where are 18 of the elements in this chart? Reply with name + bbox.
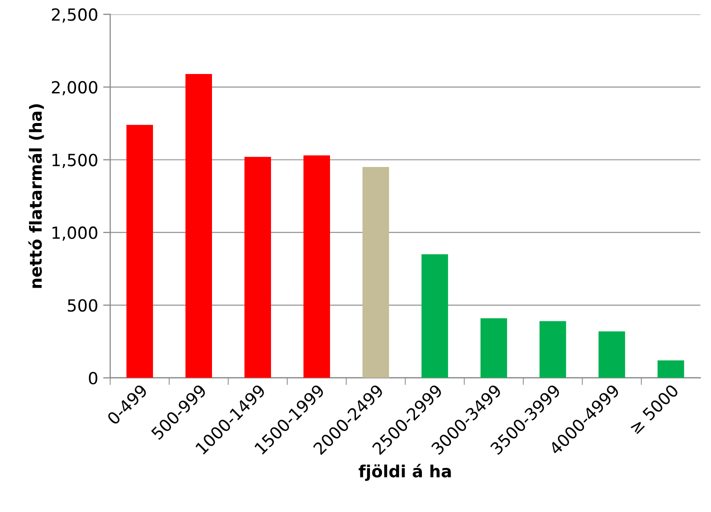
- y-tick-label: 500: [68, 299, 98, 312]
- bar: [303, 155, 330, 378]
- bar: [244, 156, 272, 378]
- y-tick-label: 0: [88, 372, 98, 384]
- y-tick-label: 1,500: [52, 154, 98, 168]
- bar: [658, 360, 684, 378]
- bar: [185, 74, 212, 378]
- bar: [598, 331, 626, 378]
- y-axis-title: nettó flatarmál (ha): [28, 104, 44, 288]
- bar: [362, 167, 390, 378]
- bar: [126, 124, 153, 378]
- bar: [540, 321, 566, 378]
- y-tick-label: 1,000: [52, 226, 98, 241]
- bar: [422, 254, 448, 378]
- y-tick-label: 2,000: [52, 81, 98, 96]
- bar: [480, 318, 508, 378]
- y-tick-label: 2,500: [52, 8, 98, 23]
- x-axis-title: fjöldi á ha: [358, 464, 451, 481]
